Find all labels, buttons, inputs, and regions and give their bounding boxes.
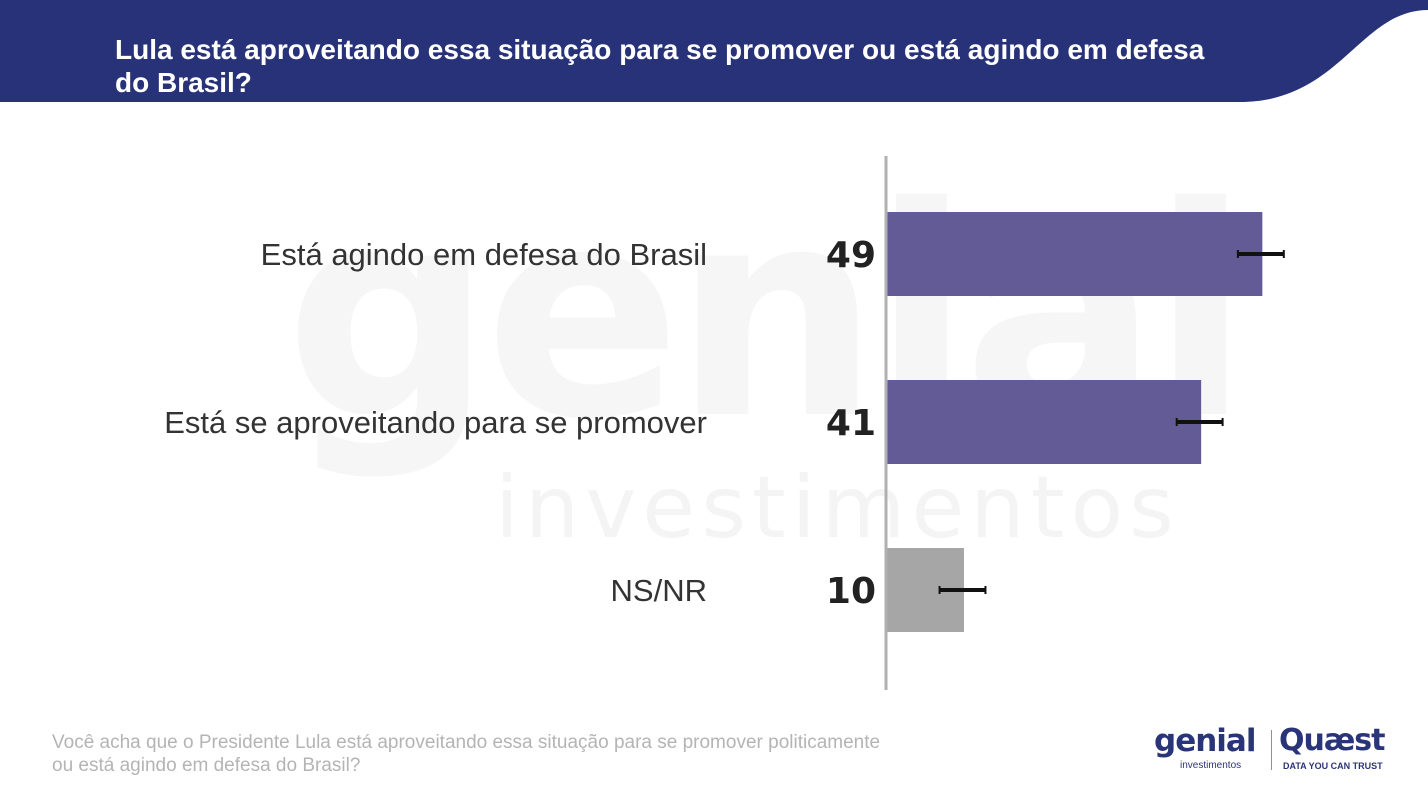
category-label-1: Está se aproveitando para se promover <box>164 405 707 440</box>
quaest-logo: Quæst <box>1279 723 1385 758</box>
page-title: Lula está aproveitando essa situação par… <box>115 34 1205 98</box>
logo-divider <box>1271 730 1272 770</box>
value-label-0: 49 <box>826 235 876 276</box>
value-label-2: 10 <box>826 571 876 612</box>
value-label-1: 41 <box>826 403 876 444</box>
header-background <box>0 0 1428 102</box>
logos: genial investimentos Quæst DATA YOU CAN … <box>1150 726 1400 776</box>
category-label-2: NS/NR <box>611 573 707 608</box>
category-label-0: Está agindo em defesa do Brasil <box>261 237 707 272</box>
quaest-tagline: DATA YOU CAN TRUST <box>1283 761 1383 771</box>
header-banner: Lula está aproveitando essa situação par… <box>0 0 1428 102</box>
bar-0 <box>887 212 1263 296</box>
bar-1 <box>887 380 1202 464</box>
genial-logo-subtext: investimentos <box>1180 760 1242 771</box>
survey-question-footnote: Você acha que o Presidente Lula está apr… <box>52 732 881 776</box>
genial-logo: genial <box>1154 723 1256 759</box>
